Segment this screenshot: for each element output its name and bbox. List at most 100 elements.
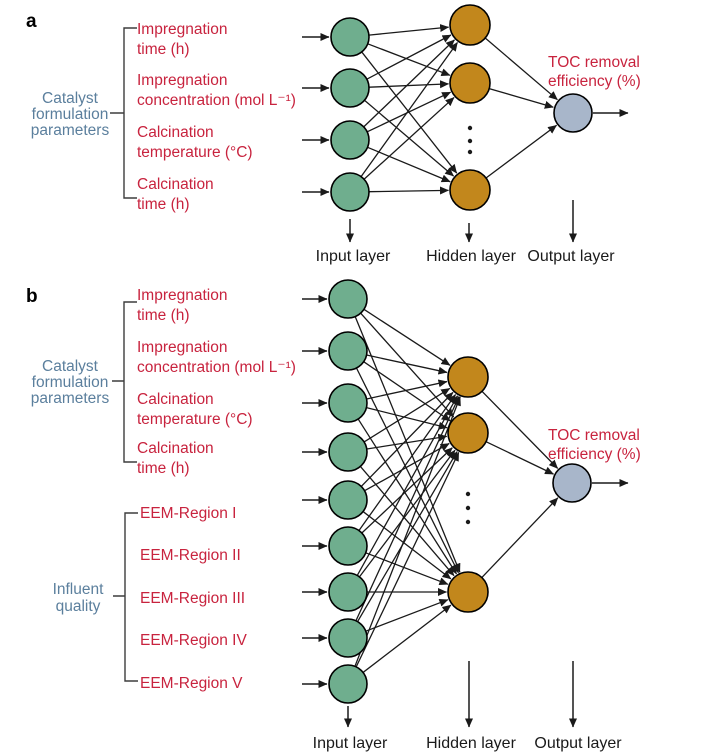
panel-b-input-label-3-line1: Calcination (137, 391, 214, 408)
panel-a-connection-in4-hid1 (360, 42, 458, 177)
panel-b-connection-in2-hid3 (355, 367, 459, 574)
panel-b-network (302, 279, 629, 728)
panel-b-output-node (552, 463, 592, 503)
panel-a-input-label-4-line2: time (h) (137, 196, 190, 213)
panel-a-hidden-node-2 (449, 62, 491, 104)
panel-b-connection-in8-hid3 (365, 599, 449, 632)
panel-b-connection-in4-hid2 (366, 433, 448, 450)
panel-b-input-node-6 (328, 526, 368, 566)
panel-b-group-catalyst-line2: formulation (32, 374, 109, 391)
panel-a-connection-in2-hid2 (368, 80, 450, 89)
panel-a-hidden-node-1 (449, 4, 491, 46)
panel-a-connection-in3-hid3 (367, 146, 451, 183)
panel-b-input-label-eem-3: EEM-Region III (140, 590, 245, 607)
panel-b-group-catalyst-line3: parameters (31, 390, 110, 407)
panel-b-hidden-node-3 (447, 571, 489, 613)
panel-b-input-node-1 (328, 279, 368, 319)
panel-a-hidden-ellipsis-dot-3 (467, 149, 473, 155)
panel-b-connection-in9-hid3 (362, 604, 452, 673)
panel-b-input-node-9 (328, 664, 368, 704)
panel-b-input-layer-label: Input layer (313, 735, 388, 752)
panel-a-connection-in2-hid1 (366, 34, 452, 80)
panel-a-input-node-2 (330, 68, 370, 108)
panel-b-connection-in1-hid2 (360, 312, 455, 418)
panel-b-connection-in6-hid2 (361, 447, 453, 534)
panel-b-input-label-eem-2: EEM-Region II (140, 547, 241, 564)
panel-b-connection-in1-hid3 (354, 316, 461, 573)
panel-b-input-node-2 (328, 331, 368, 371)
panel-a-output-node (553, 93, 593, 133)
panel-b-connection-in9-hid2 (355, 451, 460, 668)
panel-a-connection-in1-hid1 (368, 24, 450, 36)
panel-a-connection-hid1-out (484, 37, 558, 101)
panel-b-connection-in6-hid3 (365, 552, 449, 585)
panel-a-input-label-4-line1: Calcination (137, 176, 214, 193)
panel-b-connection-in8-hid1 (355, 396, 460, 622)
panel-a-group-catalyst-line3: parameters (31, 122, 110, 139)
panel-b-input-node-4 (328, 432, 368, 472)
panel-a-connection-in4-hid3 (368, 186, 450, 195)
panel-b-hidden-node-1 (447, 356, 489, 398)
panel-b-connection-in6-hid1 (358, 394, 457, 531)
panel-b-connection-in2-hid2 (363, 361, 451, 422)
panel-b-group-influent-line1: Influent (53, 581, 105, 598)
panel-b-hidden-ellipsis-dot-3 (465, 519, 471, 525)
panel-b-hidden-ellipsis-dot-2 (465, 505, 471, 511)
panel-b-connection-in8-hid2 (357, 451, 458, 622)
panel-b-input-node-7 (328, 572, 368, 612)
panel-a-catalyst-bracket (110, 27, 137, 199)
panel-a-hidden-node-3 (449, 169, 491, 211)
panel-b-connection-in7-hid2 (358, 449, 456, 578)
panel-b-input-label-3-line2: temperature (°C) (137, 411, 253, 428)
panel-a-connection-in3-hid2 (366, 91, 452, 133)
panel-b-output-label-line2: efficiency (%) (548, 446, 641, 463)
panel-a-hidden-ellipsis-dot-2 (467, 138, 473, 144)
panel-b-input-label-eem-1: EEM-Region I (140, 505, 236, 522)
panel-b-input-node-5 (328, 480, 368, 520)
panel-a-connection-hid3-out (485, 124, 557, 179)
panel-a-output-layer-label: Output layer (527, 248, 615, 265)
panel-a-network (302, 4, 629, 243)
panel-a-connection-hid2-out (489, 87, 554, 109)
panel-a-input-label-1-line1: Impregnation (137, 21, 227, 38)
panel-b-input-label-eem-5: EEM-Region V (140, 675, 243, 692)
panel-a-input-label-1-line2: time (h) (137, 41, 190, 58)
panel-a-input-node-3 (330, 120, 370, 160)
panel-a-connection-in3-hid1 (363, 39, 455, 128)
panel-a-connection-in1-hid2 (367, 43, 451, 76)
panel-b-input-label-1-line2: time (h) (137, 307, 190, 324)
panel-a-connection-in4-hid2 (363, 96, 455, 180)
panel-b-connection-in5-hid2 (364, 442, 450, 492)
panel-b-input-label-1-line1: Impregnation (137, 287, 227, 304)
panel-b-input-node-8 (328, 618, 368, 658)
panel-a-group-catalyst-line2: formulation (32, 106, 109, 123)
panel-b-output-label-line1: TOC removal (548, 427, 640, 444)
panel-a-input-label-2-line1: Impregnation (137, 72, 227, 89)
panel-b-connection-in1-hid1 (363, 308, 451, 366)
panel-a-input-label-3-line1: Calcination (137, 124, 214, 141)
panel-a-input-node-4 (330, 172, 370, 212)
panel-b-connection-in4-hid1 (363, 387, 451, 443)
panel-b-input-node-3 (328, 383, 368, 423)
panel-a-group-catalyst-line1: Catalyst (42, 90, 99, 107)
panel-b-input-label-4-line1: Calcination (137, 440, 214, 457)
panel-b-hidden-ellipsis-dot-1 (465, 491, 471, 497)
panel-b-group-influent-line2: quality (56, 598, 101, 615)
panel-b-connection-hid1-out (481, 390, 559, 469)
panel-b-connection-in3-hid3 (357, 418, 458, 575)
panel-a-input-layer-label: Input layer (316, 248, 391, 265)
panel-b-connection-in3-hid1 (366, 379, 448, 400)
panel-b-connection-in7-hid1 (356, 395, 459, 576)
panel-a-output-label-line2: efficiency (%) (548, 73, 641, 90)
panel-b-input-label-eem-4: EEM-Region IV (140, 632, 247, 649)
panel-b-hidden-node-2 (447, 412, 489, 454)
panel-b-connection-hid3-out (481, 497, 559, 578)
panel-b-input-label-2-line1: Impregnation (137, 339, 227, 356)
panel-a-hidden-layer-label: Hidden layer (426, 248, 517, 265)
panel-b-tag: b (26, 286, 38, 307)
panel-b-output-layer-label: Output layer (534, 735, 622, 752)
panel-b-input-label-2-line2: concentration (mol L⁻¹) (137, 359, 296, 376)
panel-a-input-label-3-line2: temperature (°C) (137, 144, 253, 161)
